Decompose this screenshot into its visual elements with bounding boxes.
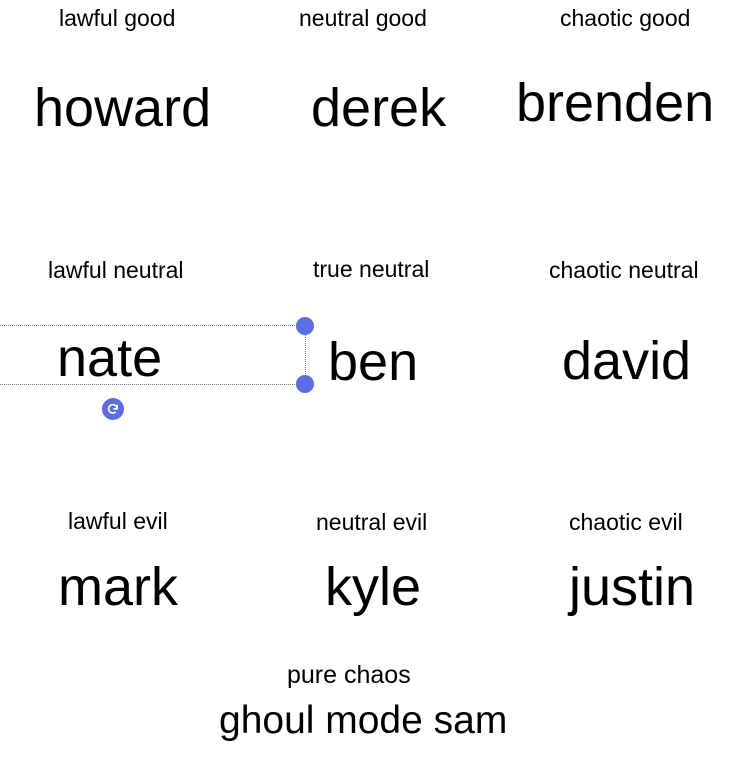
name-howard[interactable]: howard <box>34 78 212 138</box>
label-pure-chaos: pure chaos <box>287 661 411 689</box>
label-lawful-good: lawful good <box>59 5 176 31</box>
label-neutral-good: neutral good <box>299 5 427 31</box>
label-chaotic-evil: chaotic evil <box>569 509 683 535</box>
name-derek[interactable]: derek <box>311 78 447 138</box>
name-mark[interactable]: mark <box>58 557 178 617</box>
selection-bottom-edge <box>0 384 305 385</box>
name-justin[interactable]: justin <box>569 557 696 617</box>
label-chaotic-good: chaotic good <box>560 5 691 31</box>
selection-top-edge <box>0 325 305 326</box>
label-lawful-evil: lawful evil <box>68 508 168 534</box>
label-lawful-neutral: lawful neutral <box>48 257 184 283</box>
label-true-neutral: true neutral <box>313 256 430 282</box>
rotate-icon[interactable] <box>102 398 124 420</box>
name-ben[interactable]: ben <box>328 332 419 392</box>
selection-right-edge <box>305 327 306 384</box>
name-nate[interactable]: nate <box>57 328 163 388</box>
name-david[interactable]: david <box>562 331 692 391</box>
resize-handle-top-right[interactable] <box>296 317 314 335</box>
name-brenden[interactable]: brenden <box>516 73 715 133</box>
label-chaotic-neutral: chaotic neutral <box>549 257 699 283</box>
label-neutral-evil: neutral evil <box>316 509 428 535</box>
name-ghoul-mode-sam[interactable]: ghoul mode sam <box>219 699 508 742</box>
rotate-glyph <box>107 403 118 414</box>
name-kyle[interactable]: kyle <box>325 557 422 617</box>
resize-handle-bottom-right[interactable] <box>296 375 314 393</box>
